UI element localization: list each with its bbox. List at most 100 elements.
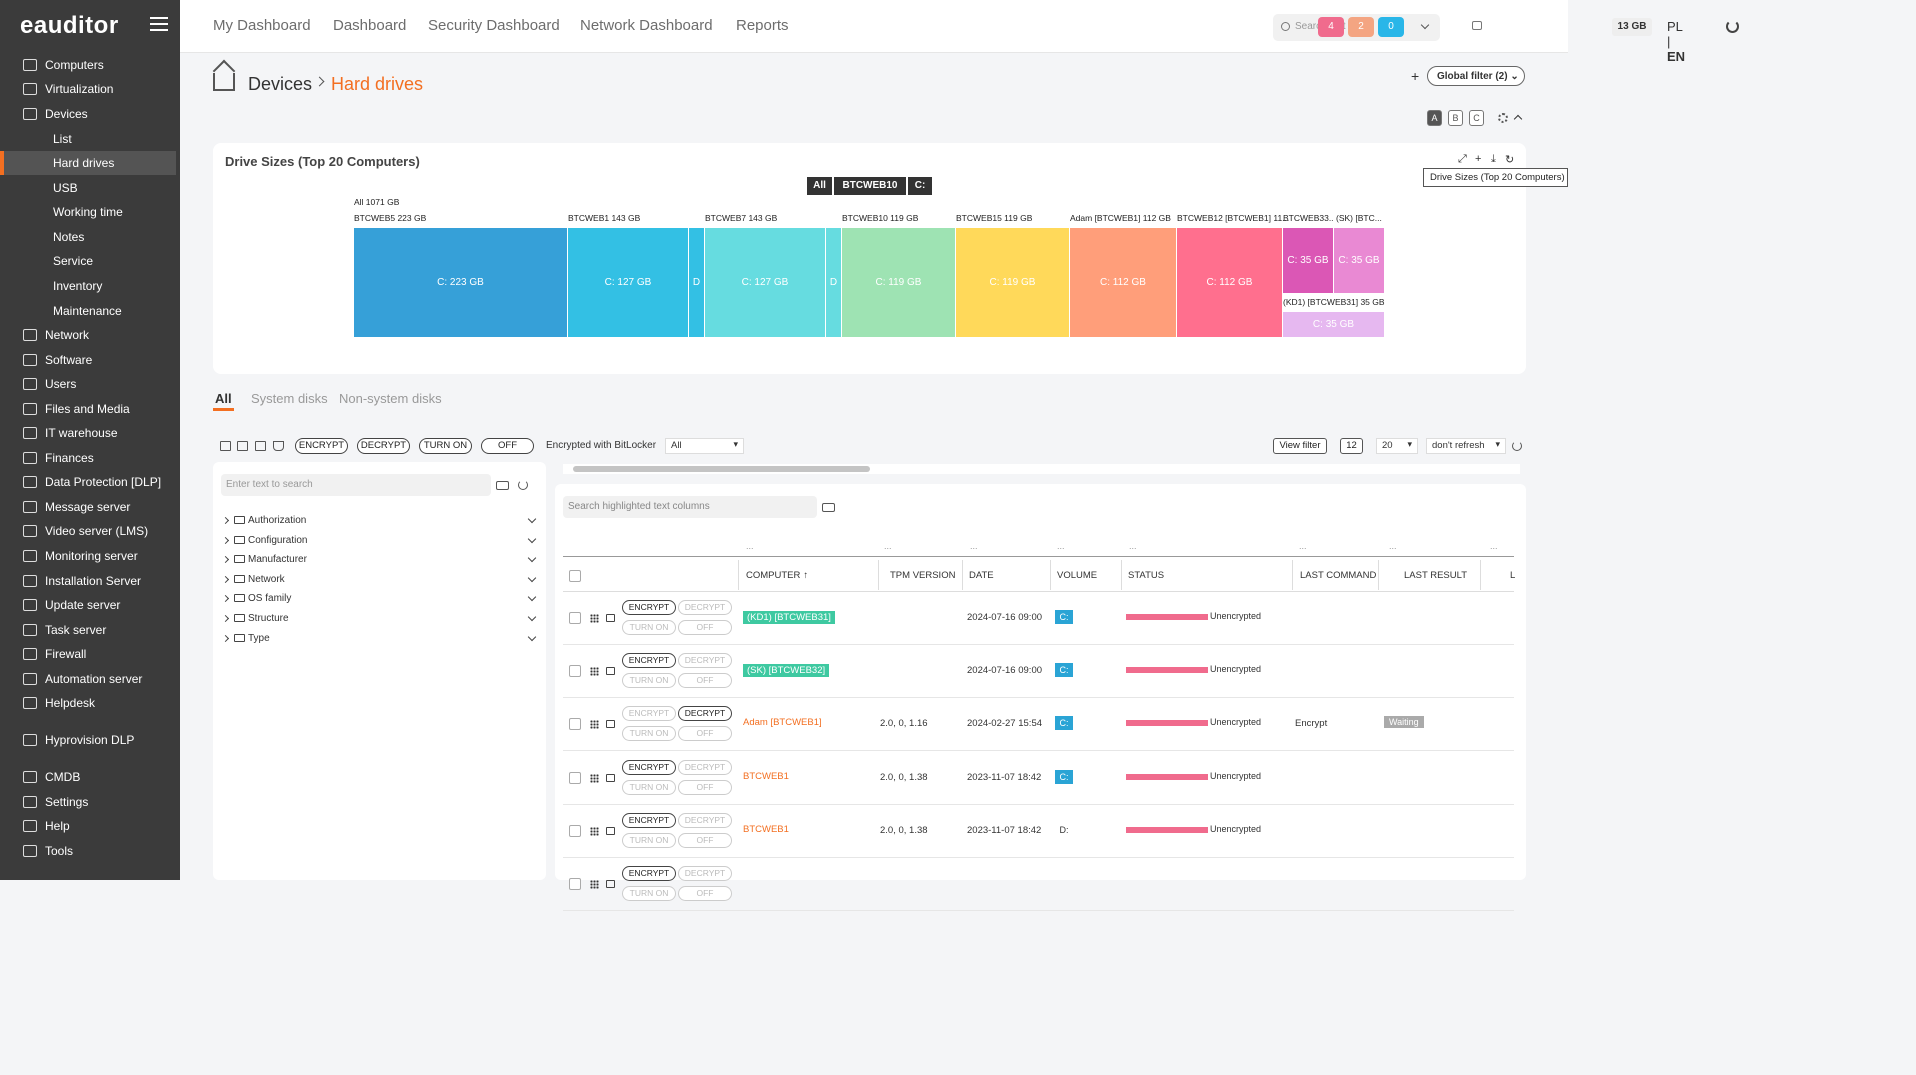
row-decrypt-button[interactable]: DECRYPT [678, 600, 732, 615]
scrollbar-thumb[interactable] [573, 466, 870, 472]
chart-path-volume[interactable]: C: [908, 177, 932, 195]
row-turn-on-button[interactable]: TURN ON [622, 832, 676, 848]
download-icon[interactable]: ⤓ [1491, 153, 1496, 165]
column-header-volume[interactable]: VOLUME [1057, 570, 1097, 581]
view-mode-b[interactable]: B [1448, 110, 1463, 126]
menu-icon[interactable] [150, 17, 168, 31]
clear-icon[interactable] [496, 481, 509, 490]
tree-toggle-icon[interactable] [220, 441, 231, 451]
treemap-cell[interactable]: C: 127 GB [705, 228, 826, 337]
encrypt-button[interactable]: ENCRYPT [295, 438, 348, 454]
treemap-cell[interactable]: C: 35 GB [1283, 228, 1334, 293]
treemap-cell[interactable]: C: 112 GB [1070, 228, 1177, 337]
details-icon[interactable] [606, 880, 615, 888]
refresh-icon[interactable]: ↻ [1505, 154, 1515, 166]
sidebar-item-cmdb[interactable]: CMDB [0, 765, 176, 789]
breadcrumb-devices[interactable]: Devices [248, 74, 313, 94]
row-encrypt-button[interactable]: ENCRYPT [622, 812, 676, 828]
filter-item-os-family[interactable]: OS family [221, 591, 541, 609]
column-header-date[interactable]: DATE [969, 570, 994, 581]
sidebar-item-service[interactable]: Service [0, 249, 176, 273]
sidebar-item-data-protection-dlp[interactable]: Data Protection [DLP] [0, 470, 176, 494]
chevron-down-icon[interactable] [527, 534, 537, 543]
treemap-cell[interactable]: C: 119 GB [842, 228, 956, 337]
column-menu-icon[interactable]: ... [1299, 541, 1307, 551]
sidebar-item-hyprovision-dlp[interactable]: Hyprovision DLP [0, 728, 176, 752]
sidebar-item-working-time[interactable]: Working time [0, 200, 176, 224]
sidebar-item-message-server[interactable]: Message server [0, 495, 176, 519]
row-off-button[interactable]: OFF [678, 886, 732, 901]
view-mode-c[interactable]: C [1469, 110, 1484, 126]
row-encrypt-button[interactable]: ENCRYPT [622, 759, 676, 775]
sidebar-item-inventory[interactable]: Inventory [0, 274, 176, 298]
chevron-down-icon[interactable] [527, 593, 537, 602]
sidebar-item-files-and-media[interactable]: Files and Media [0, 397, 176, 421]
column-menu-icon[interactable]: ... [746, 541, 754, 551]
export-icon[interactable] [237, 441, 248, 451]
treemap-cell[interactable]: D [826, 228, 842, 337]
treemap-cell[interactable]: C: 127 GB [568, 228, 689, 337]
chevron-down-icon[interactable] [527, 612, 537, 622]
sidebar-item-firewall[interactable]: Firewall [0, 642, 176, 666]
row-turn-on-button[interactable]: TURN ON [622, 886, 676, 901]
nav-link-dashboard[interactable]: Dashboard [333, 17, 407, 34]
sidebar-item-update-server[interactable]: Update server [0, 593, 176, 617]
row-off-button[interactable]: OFF [678, 620, 732, 635]
details-icon[interactable] [606, 667, 615, 676]
volume-badge[interactable]: C: [1055, 769, 1073, 784]
computer-name[interactable]: BTCWEB1 [743, 823, 789, 835]
message-icon[interactable] [1472, 21, 1482, 30]
notification-badge[interactable]: 4 [1318, 17, 1344, 37]
page-size-select[interactable]: 20 [1376, 438, 1418, 454]
details-icon[interactable] [606, 826, 615, 835]
chevron-right-icon[interactable] [221, 634, 230, 642]
chart-path-all[interactable]: All [807, 177, 832, 195]
row-turn-on-button[interactable]: TURN ON [622, 620, 676, 635]
grid-icon[interactable] [590, 826, 599, 836]
computer-name[interactable]: BTCWEB1 [743, 770, 789, 782]
sidebar-item-hard-drives[interactable]: Hard drives [0, 151, 176, 175]
power-icon[interactable] [1726, 20, 1739, 33]
home-icon[interactable] [213, 73, 235, 91]
row-encrypt-button[interactable]: ENCRYPT [622, 706, 676, 722]
turn-on-button[interactable]: TURN ON [419, 438, 472, 454]
filter-item-type[interactable]: Type [221, 631, 541, 649]
sidebar-item-tools[interactable]: Tools [0, 839, 176, 863]
bitlocker-select[interactable]: All [665, 438, 744, 454]
sidebar-item-notes[interactable]: Notes [0, 225, 176, 249]
sidebar-item-software[interactable]: Software [0, 348, 176, 372]
column-header-computer[interactable]: COMPUTER ↑ [746, 570, 808, 581]
chevron-down-icon[interactable] [527, 553, 537, 563]
row-turn-on-button[interactable]: TURN ON [622, 779, 676, 795]
sidebar-item-virtualization[interactable]: Virtualization [0, 77, 176, 101]
filter-search-input[interactable]: Enter text to search [221, 474, 491, 496]
sidebar-item-task-server[interactable]: Task server [0, 618, 176, 642]
horizontal-scrollbar[interactable] [563, 464, 1520, 474]
collapse-icon[interactable] [1513, 114, 1523, 124]
clear-icon[interactable] [822, 503, 835, 512]
lang-en[interactable]: EN [1667, 49, 1686, 64]
column-menu-icon[interactable]: ... [1129, 541, 1137, 551]
sidebar-item-video-server-lms[interactable]: Video server (LMS) [0, 519, 176, 543]
table-search-input[interactable]: Search highlighted text columns [563, 496, 817, 518]
column-header-tpm-version[interactable]: TPM VERSION [890, 570, 955, 581]
row-off-button[interactable]: OFF [678, 673, 732, 689]
treemap-cell[interactable]: C: 35 GB [1334, 228, 1385, 293]
column-menu-icon[interactable]: ... [1389, 541, 1397, 551]
row-checkbox[interactable] [569, 612, 581, 624]
notification-badge[interactable]: 2 [1348, 17, 1374, 37]
treemap-cell[interactable]: D [689, 228, 705, 337]
row-off-button[interactable]: OFF [678, 832, 732, 848]
nav-link-reports[interactable]: Reports [736, 17, 789, 34]
row-encrypt-button[interactable]: ENCRYPT [622, 600, 676, 615]
column-menu-icon[interactable]: ... [1057, 541, 1065, 551]
print-icon[interactable] [255, 441, 266, 451]
volume-badge[interactable]: C: [1055, 610, 1073, 624]
computer-name[interactable]: (KD1) [BTCWEB31] [743, 611, 835, 624]
row-checkbox[interactable] [569, 771, 581, 784]
volume-badge[interactable]: C: [1055, 716, 1073, 731]
sidebar-item-list[interactable]: List [0, 127, 176, 151]
row-decrypt-button[interactable]: DECRYPT [678, 653, 732, 669]
decrypt-button[interactable]: DECRYPT [357, 438, 410, 454]
sidebar-item-helpdesk[interactable]: Helpdesk [0, 691, 176, 715]
